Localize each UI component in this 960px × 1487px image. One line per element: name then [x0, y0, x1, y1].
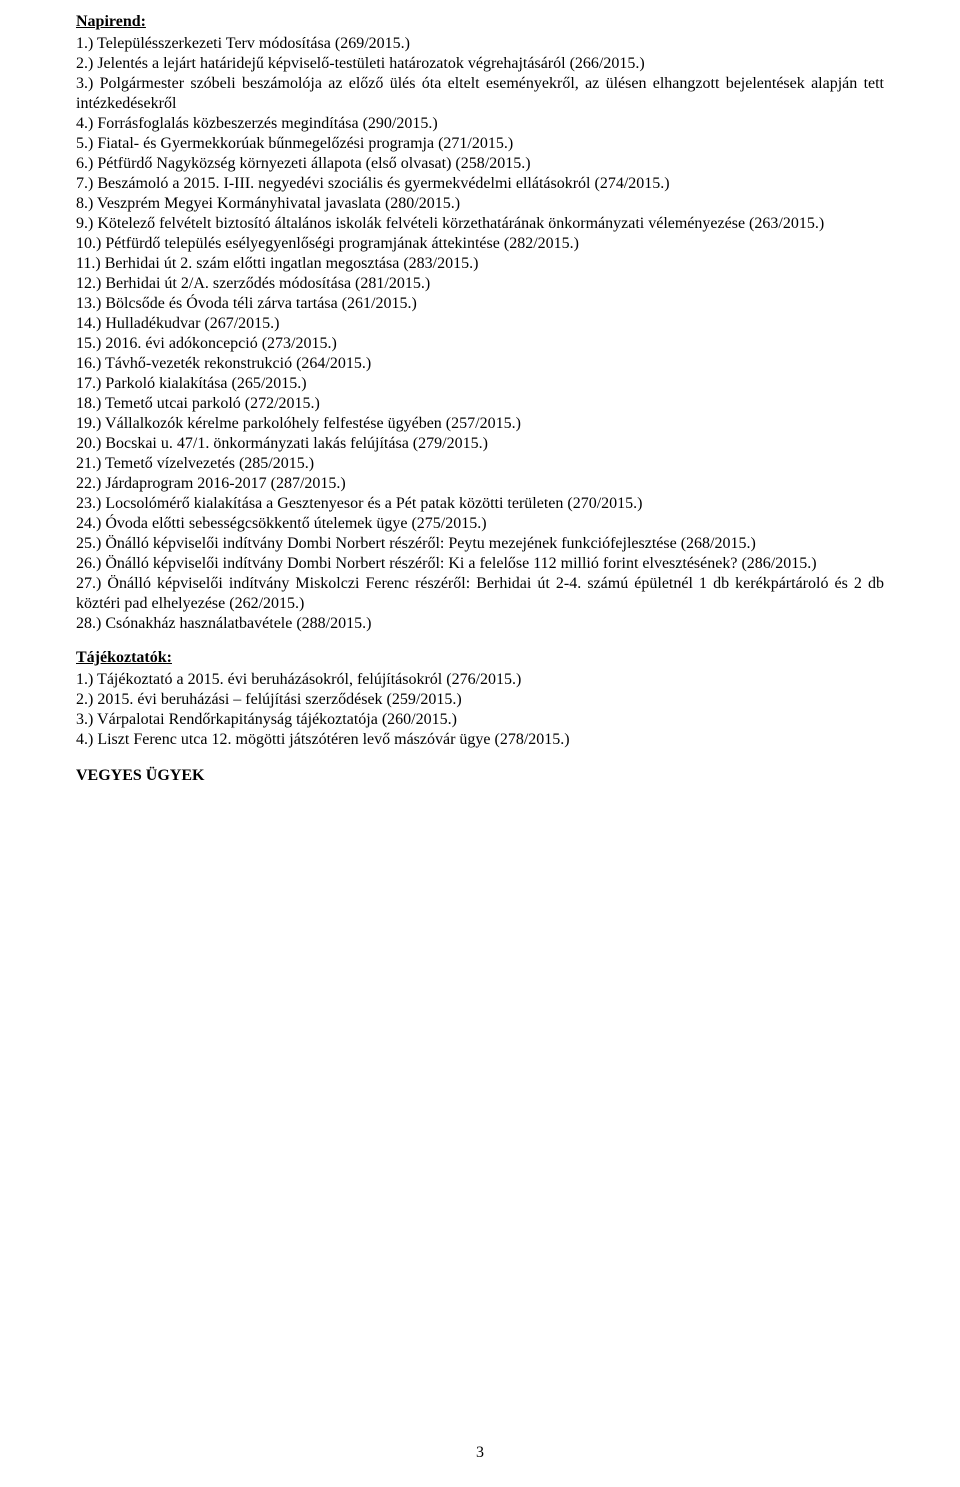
agenda-item: 20.) Bocskai u. 47/1. önkormányzati laká…: [76, 434, 884, 454]
agenda-item: 24.) Óvoda előtti sebességcsökkentő útel…: [76, 514, 884, 534]
agenda-item: 26.) Önálló képviselői indítvány Dombi N…: [76, 554, 884, 574]
agenda-item: 6.) Pétfürdő Nagyközség környezeti állap…: [76, 154, 884, 174]
tajekoztato-item: 1.) Tájékoztató a 2015. évi beruházásokr…: [76, 670, 884, 690]
agenda-item: 19.) Vállalkozók kérelme parkolóhely fel…: [76, 414, 884, 434]
napirend-list: 1.) Településszerkezeti Terv módosítása …: [76, 34, 884, 634]
agenda-item: 12.) Berhidai út 2/A. szerződés módosítá…: [76, 274, 884, 294]
agenda-item: 1.) Településszerkezeti Terv módosítása …: [76, 34, 884, 54]
agenda-item: 9.) Kötelező felvételt biztosító általán…: [76, 214, 884, 234]
agenda-item: 10.) Pétfürdő település esélyegyenlőségi…: [76, 234, 884, 254]
napirend-heading: Napirend:: [76, 12, 884, 32]
page-number: 3: [0, 1443, 960, 1463]
agenda-item: 13.) Bölcsőde és Óvoda téli zárva tartás…: [76, 294, 884, 314]
tajekoztatok-list: 1.) Tájékoztató a 2015. évi beruházásokr…: [76, 670, 884, 750]
agenda-item: 7.) Beszámoló a 2015. I-III. negyedévi s…: [76, 174, 884, 194]
agenda-item: 15.) 2016. évi adókoncepció (273/2015.): [76, 334, 884, 354]
agenda-item: 8.) Veszprém Megyei Kormányhivatal javas…: [76, 194, 884, 214]
agenda-item: 17.) Parkoló kialakítása (265/2015.): [76, 374, 884, 394]
agenda-item: 18.) Temető utcai parkoló (272/2015.): [76, 394, 884, 414]
agenda-item: 16.) Távhő-vezeték rekonstrukció (264/20…: [76, 354, 884, 374]
agenda-item: 23.) Locsolómérő kialakítása a Gesztenye…: [76, 494, 884, 514]
agenda-item: 14.) Hulladékudvar (267/2015.): [76, 314, 884, 334]
agenda-item: 2.) Jelentés a lejárt határidejű képvise…: [76, 54, 884, 74]
vegyes-ugyek-heading: VEGYES ÜGYEK: [76, 766, 884, 786]
agenda-item: 25.) Önálló képviselői indítvány Dombi N…: [76, 534, 884, 554]
tajekoztato-item: 4.) Liszt Ferenc utca 12. mögötti játszó…: [76, 730, 884, 750]
agenda-item: 28.) Csónakház használatbavétele (288/20…: [76, 614, 884, 634]
tajekoztato-item: 3.) Várpalotai Rendőrkapitányság tájékoz…: [76, 710, 884, 730]
tajekoztatok-heading: Tájékoztatók:: [76, 648, 884, 668]
agenda-item: 11.) Berhidai út 2. szám előtti ingatlan…: [76, 254, 884, 274]
agenda-item: 5.) Fiatal- és Gyermekkorúak bűnmegelőzé…: [76, 134, 884, 154]
agenda-item: 21.) Temető vízelvezetés (285/2015.): [76, 454, 884, 474]
agenda-item: 27.) Önálló képviselői indítvány Miskolc…: [76, 574, 884, 614]
document-page: Napirend: 1.) Településszerkezeti Terv m…: [0, 0, 960, 1487]
agenda-item: 3.) Polgármester szóbeli beszámolója az …: [76, 74, 884, 114]
agenda-item: 4.) Forrásfoglalás közbeszerzés megindít…: [76, 114, 884, 134]
agenda-item: 22.) Járdaprogram 2016-2017 (287/2015.): [76, 474, 884, 494]
tajekoztato-item: 2.) 2015. évi beruházási – felújítási sz…: [76, 690, 884, 710]
